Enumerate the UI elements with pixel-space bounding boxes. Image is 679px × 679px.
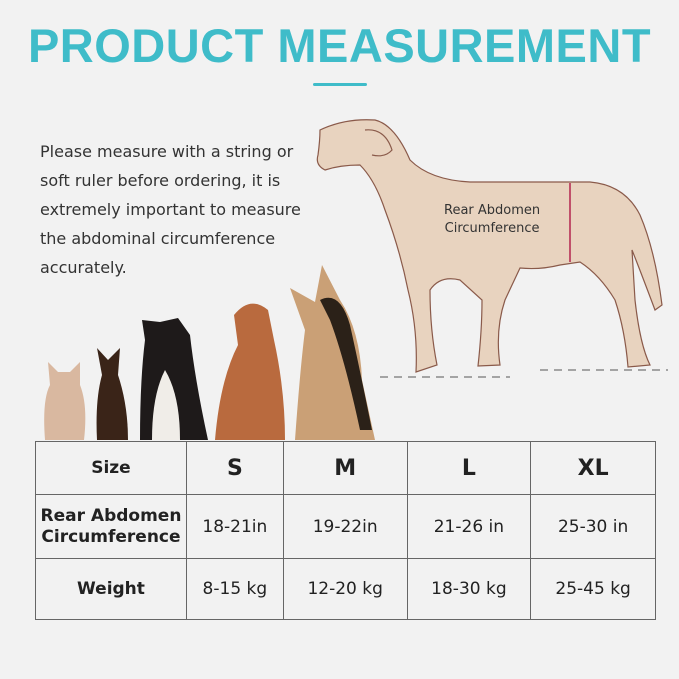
- table-cell: 19-22in: [282, 494, 408, 559]
- label-line: Circumference: [41, 526, 181, 547]
- dogs-illustration: [44, 119, 668, 440]
- size-s: S: [185, 441, 284, 495]
- size-chart-table: Size S M L XL Rear Abdomen Circumference…: [35, 441, 656, 620]
- border-collie-chest: [152, 370, 180, 440]
- title-underline: [313, 83, 367, 86]
- table-cell: 12-20 kg: [282, 558, 408, 620]
- table-cell: 25-30 in: [530, 494, 656, 559]
- label-line: Circumference: [444, 221, 540, 236]
- measurement-dog-diagram: [316, 119, 668, 378]
- table-cell: 21-26 in: [406, 494, 532, 559]
- intro-text: Please measure with a string or soft rul…: [40, 142, 301, 277]
- header-size-label: Size: [35, 441, 187, 495]
- rear-abdomen-label: Rear Abdomen Circumference: [444, 202, 540, 238]
- row-label-weight: Weight: [35, 558, 187, 620]
- french-bulldog: [44, 362, 86, 440]
- table-row: Rear Abdomen Circumference 18-21in 19-22…: [35, 494, 656, 559]
- row-label-circumference: Rear Abdomen Circumference: [35, 494, 187, 559]
- size-l: L: [406, 441, 532, 495]
- label-line: Rear Abdomen: [444, 203, 541, 218]
- large-dog-silhouette: [316, 119, 663, 373]
- size-m: M: [282, 441, 408, 495]
- table-cell: 25-45 kg: [530, 558, 656, 620]
- miniature-pinscher: [96, 348, 128, 440]
- table-cell: 8-15 kg: [185, 558, 284, 620]
- ear-outline: [364, 129, 393, 157]
- dog-lineup: [44, 265, 375, 440]
- table-row: Weight 8-15 kg 12-20 kg 18-30 kg 25-45 k…: [35, 558, 656, 620]
- table-cell: 18-21in: [185, 494, 284, 559]
- size-xl: XL: [530, 441, 656, 495]
- table-cell: 18-30 kg: [406, 558, 532, 620]
- vizsla: [215, 303, 285, 440]
- table-header-row: Size S M L XL: [35, 441, 656, 495]
- label-line: Rear Abdomen: [40, 505, 182, 526]
- german-shepherd-saddle: [320, 297, 372, 430]
- page-title: PRODUCT MEASUREMENT: [27, 19, 652, 72]
